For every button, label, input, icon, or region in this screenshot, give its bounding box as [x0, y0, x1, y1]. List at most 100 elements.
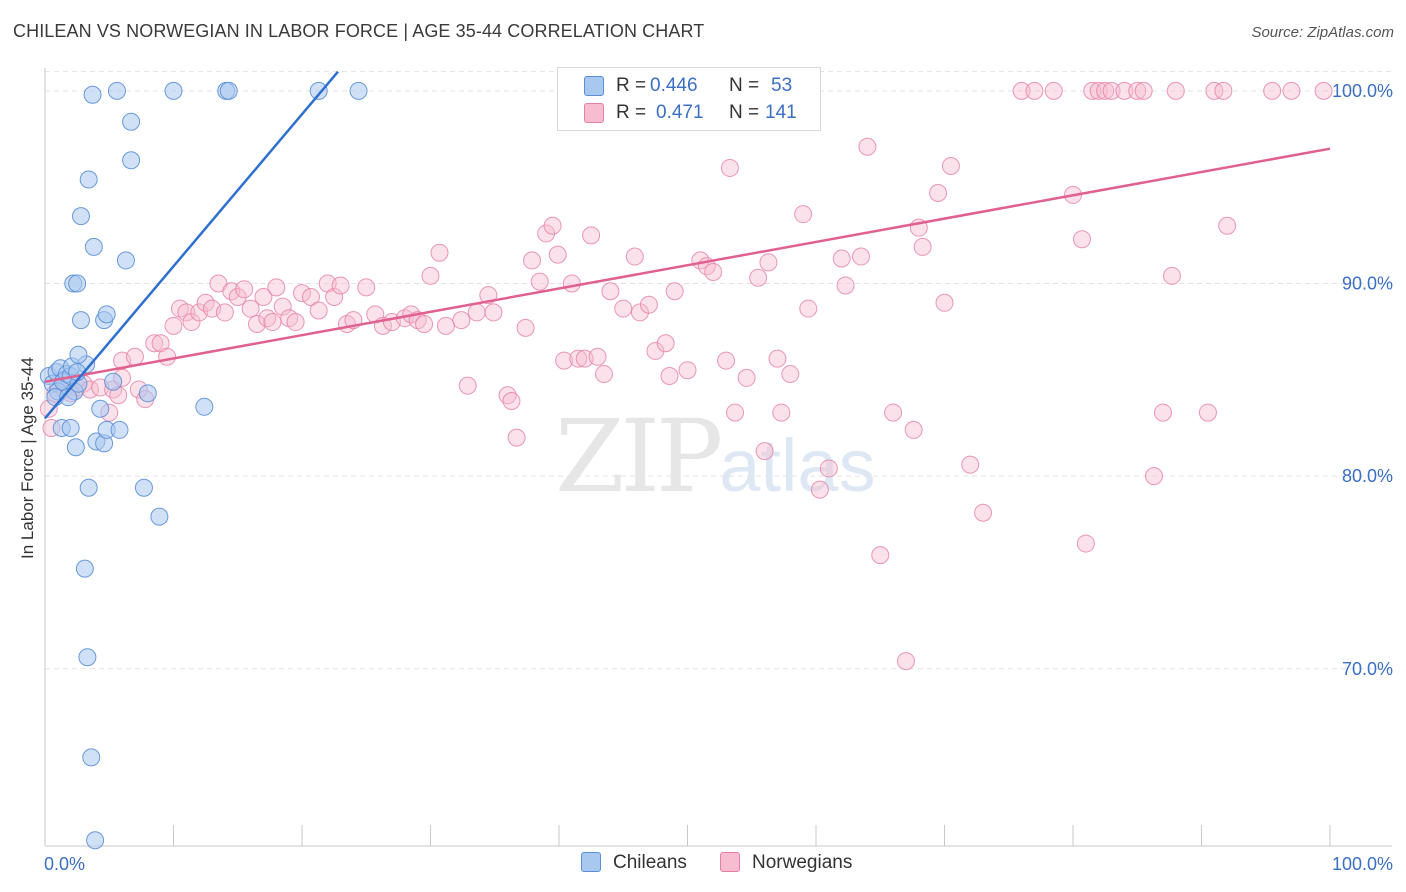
- norwegian-point: [467, 303, 486, 322]
- norwegian-point: [1263, 81, 1282, 100]
- norwegian-point: [1153, 403, 1172, 422]
- grid-lines: [45, 71, 1392, 670]
- norwegian-point: [452, 311, 471, 330]
- chilean-point: [71, 207, 90, 226]
- chilean-point: [69, 345, 88, 364]
- norwegian-point: [781, 365, 800, 384]
- chilean-point: [134, 478, 153, 497]
- norwegians-trendline: [44, 147, 1331, 383]
- chilean-point: [91, 399, 110, 418]
- norwegian-point: [704, 262, 723, 281]
- norwegian-point: [1134, 81, 1153, 100]
- chilean-point: [138, 384, 157, 403]
- norwegian-point: [263, 313, 282, 332]
- norwegian-point: [125, 347, 144, 366]
- norwegian-point: [646, 341, 665, 360]
- norwegian-point: [228, 288, 247, 307]
- norwegians-legend-swatch: [720, 852, 740, 872]
- norwegian-point: [810, 480, 829, 499]
- chilean-point: [84, 237, 103, 256]
- chilean-point: [349, 81, 368, 100]
- chileans-n-value: 53: [771, 75, 793, 96]
- watermark-zip: ZIP: [555, 398, 723, 515]
- norwegian-point: [1128, 81, 1147, 100]
- norwegian-point: [656, 334, 675, 353]
- norwegian-point: [1025, 81, 1044, 100]
- norwegian-point: [286, 313, 305, 332]
- norwegian-point: [1282, 81, 1301, 100]
- r-label: R =: [616, 75, 647, 96]
- norwegian-point: [1214, 81, 1233, 100]
- chilean-point: [164, 81, 183, 100]
- chilean-point: [66, 438, 85, 457]
- norwegian-point: [1102, 81, 1121, 100]
- norwegians-n-value: 141: [765, 102, 797, 123]
- norwegian-point: [678, 361, 697, 380]
- norwegian-point: [1076, 534, 1095, 553]
- chileans-r-value: 0.446: [650, 75, 698, 96]
- norwegian-point: [582, 226, 601, 245]
- norwegian-point: [974, 503, 993, 522]
- norwegian-point: [235, 280, 254, 299]
- norwegian-point: [555, 351, 574, 370]
- norwegian-point: [177, 303, 196, 322]
- y-tick-label: 70.0%: [1342, 659, 1393, 679]
- chilean-point: [75, 559, 94, 578]
- norwegian-point: [913, 237, 932, 256]
- norwegian-point: [929, 183, 948, 202]
- chilean-point: [116, 251, 135, 270]
- chileans-legend-swatch: [581, 852, 601, 872]
- norwegian-point: [1115, 81, 1134, 100]
- chilean-point: [97, 305, 116, 324]
- norwegian-point: [1162, 266, 1181, 285]
- norwegian-point: [755, 442, 774, 461]
- norwegian-point: [639, 295, 658, 314]
- norwegian-point: [896, 652, 915, 671]
- norwegian-point: [267, 278, 286, 297]
- chilean-point: [195, 397, 214, 416]
- norwegian-point: [720, 158, 739, 177]
- norwegian-point: [871, 546, 890, 565]
- watermark: ZIPatlas: [555, 398, 876, 515]
- norwegian-point: [660, 366, 679, 385]
- norwegian-point: [794, 205, 813, 224]
- y-tick-label: 90.0%: [1342, 274, 1393, 294]
- chilean-point: [150, 507, 169, 526]
- norwegian-point: [421, 266, 440, 285]
- axes: [44, 68, 1392, 847]
- norwegian-point: [858, 137, 877, 156]
- norwegian-point: [248, 314, 267, 333]
- chileans-trendline: [44, 70, 339, 420]
- norwegian-point: [415, 314, 434, 333]
- chilean-point: [79, 478, 98, 497]
- norwegian-point: [1218, 216, 1237, 235]
- norwegian-point: [630, 303, 649, 322]
- norwegian-point: [941, 157, 960, 176]
- chilean-point: [79, 170, 98, 189]
- norwegians-points: [39, 81, 1333, 671]
- chilean-point: [104, 372, 123, 391]
- norwegian-point: [530, 272, 549, 291]
- chilean-point: [78, 648, 97, 667]
- norwegian-point: [1198, 403, 1217, 422]
- norwegian-point: [301, 288, 320, 307]
- y-tick-label: 100.0%: [1332, 81, 1393, 101]
- x-tick-label: 0.0%: [44, 854, 85, 874]
- chilean-point: [83, 85, 102, 104]
- norwegian-point: [164, 316, 183, 335]
- norwegian-point: [293, 284, 311, 303]
- chilean-point: [59, 388, 78, 407]
- chileans-swatch: [584, 76, 604, 96]
- norwegian-point: [935, 293, 954, 312]
- norwegian-point: [799, 299, 818, 318]
- norwegian-point: [357, 278, 376, 297]
- norwegian-point: [1072, 230, 1091, 249]
- norwegian-point: [772, 403, 791, 422]
- chilean-point: [309, 81, 328, 100]
- n-label: N =: [729, 102, 760, 123]
- norwegian-point: [726, 403, 745, 422]
- tick-labels: 70.0% 80.0% 90.0% 100.0% 0.0% 100.0%: [44, 81, 1393, 874]
- norwegian-point: [254, 288, 273, 307]
- norwegian-point: [665, 282, 684, 301]
